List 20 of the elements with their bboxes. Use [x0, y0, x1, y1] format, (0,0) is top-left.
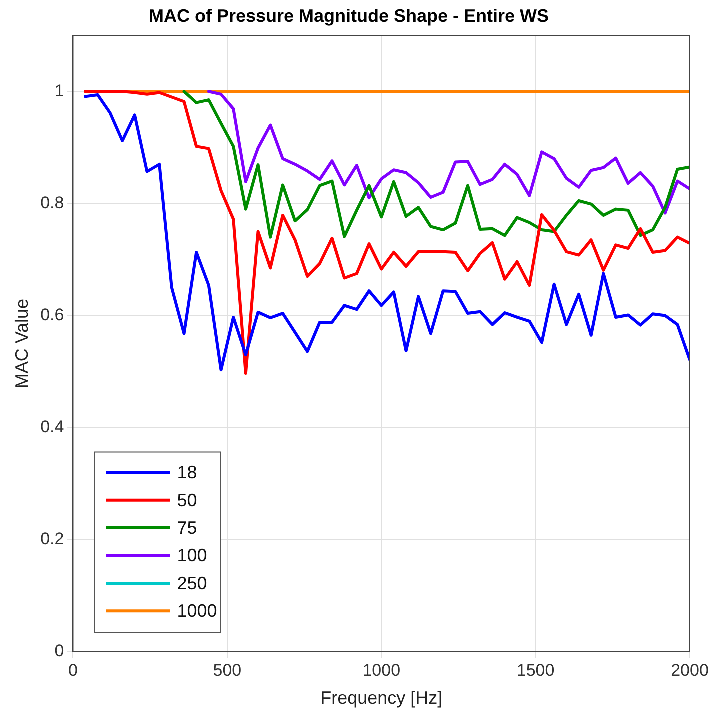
x-tick-label: 500 [213, 660, 242, 680]
legend-label: 18 [177, 462, 198, 483]
legend-label: 1000 [177, 601, 218, 622]
y-tick-label: 0.6 [40, 305, 64, 324]
x-tick-label: 0 [68, 660, 78, 680]
y-axis-title: MAC Value [12, 298, 32, 389]
x-tick-label: 1000 [362, 660, 401, 680]
legend-label: 50 [177, 490, 198, 510]
chart-title: MAC of Pressure Magnitude Shape - Entire WS [148, 6, 550, 26]
x-tick-label: 1500 [516, 660, 555, 680]
y-tick-label: 0.8 [40, 193, 64, 212]
y-tick-label: 1 [54, 81, 64, 100]
legend-label: 100 [177, 546, 208, 566]
legend-label: 250 [177, 573, 208, 594]
y-tick-label: 0.2 [40, 530, 64, 549]
legend-label: 75 [177, 518, 198, 538]
y-tick-label: 0.4 [40, 418, 64, 437]
y-tick-label: 0 [54, 642, 64, 661]
x-axis-title: Frequency [Hz] [320, 688, 443, 708]
x-tick-label: 2000 [671, 660, 709, 680]
